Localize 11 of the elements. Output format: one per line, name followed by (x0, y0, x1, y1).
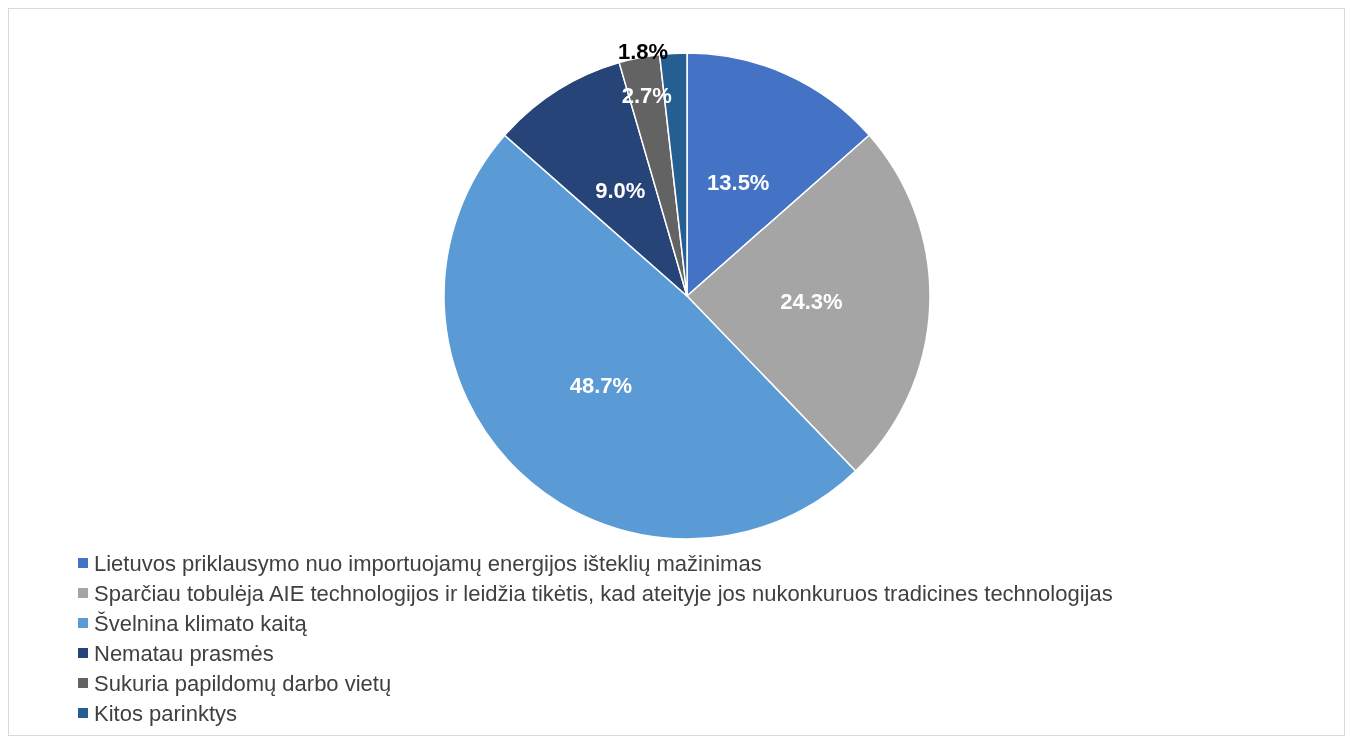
data-label: 24.3% (780, 288, 843, 314)
legend-label: Nematau prasmės (94, 640, 274, 666)
legend-label: Švelnina klimato kaitą (94, 610, 308, 636)
legend-label: Sparčiau tobulėja AIE technologijos ir leidžia tikėtis, kad ateityje jos nukonkuruos tradicines technologijas (94, 580, 1113, 606)
data-label: 13.5% (707, 170, 770, 196)
legend-label: Lietuvos priklausymo nuo importuojamų energijos išteklių mažinimas (94, 550, 762, 576)
data-label: 9.0% (595, 178, 646, 204)
data-label: 48.7% (569, 373, 633, 399)
legend-label: Sukuria papildomų darbo vietų (94, 670, 392, 696)
legend-label: Kitos parinktys (94, 700, 238, 726)
data-label: 1.8% (618, 38, 669, 64)
